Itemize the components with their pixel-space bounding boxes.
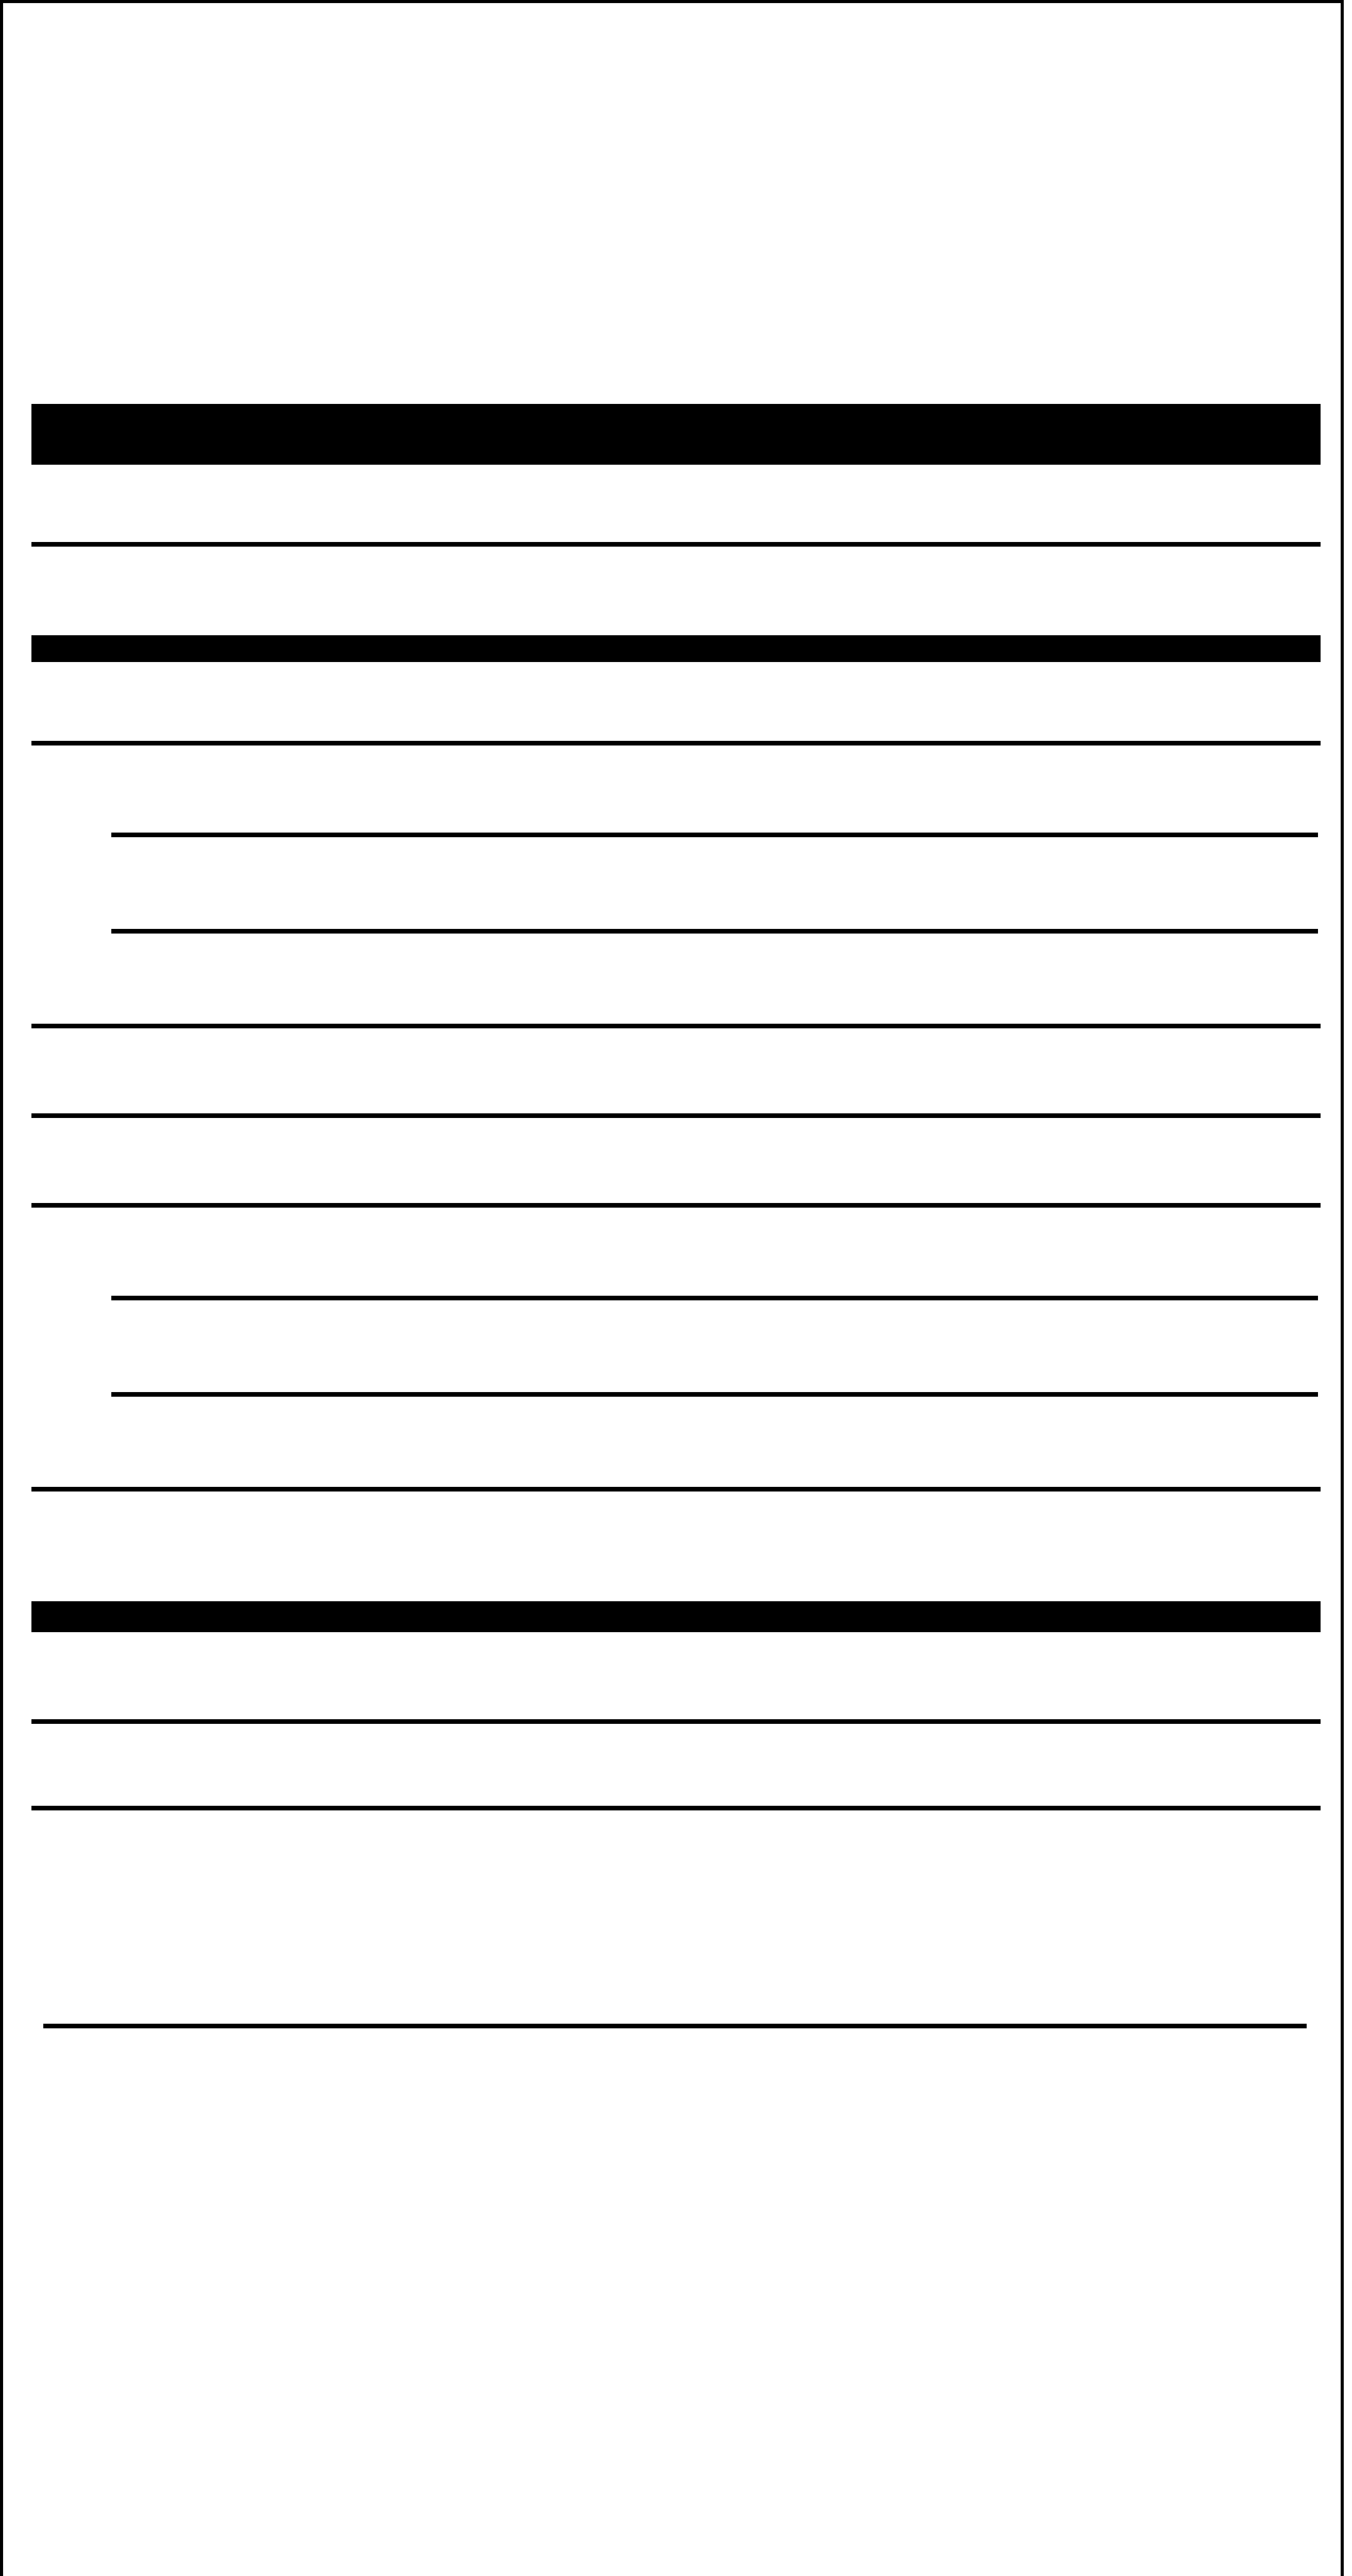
divider bbox=[31, 741, 1321, 745]
divider bbox=[31, 1024, 1321, 1028]
divider bbox=[31, 1113, 1321, 1118]
divider bbox=[31, 1719, 1321, 1724]
medium-divider bbox=[31, 635, 1321, 662]
divider bbox=[31, 542, 1321, 547]
divider bbox=[111, 1296, 1318, 1300]
divider bbox=[111, 1392, 1318, 1397]
divider bbox=[43, 2024, 1307, 2028]
thick-divider bbox=[31, 404, 1321, 465]
serving-size bbox=[35, 260, 60, 304]
divider bbox=[111, 929, 1318, 934]
divider bbox=[111, 833, 1318, 837]
divider bbox=[31, 1806, 1321, 1810]
divider bbox=[31, 1487, 1321, 1492]
thick-divider bbox=[31, 1601, 1321, 1632]
divider bbox=[31, 1203, 1321, 1208]
